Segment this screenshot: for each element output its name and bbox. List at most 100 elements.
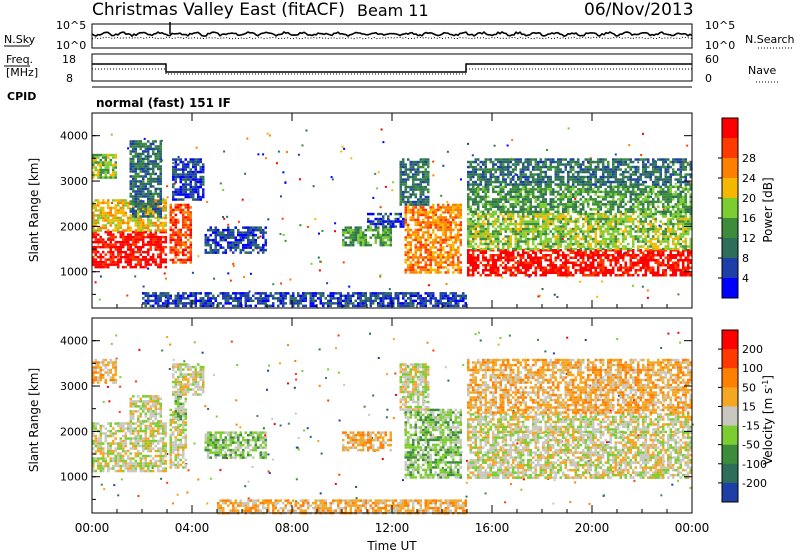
echo-cell (142, 238, 145, 241)
echo-cell (612, 227, 615, 231)
echo-cell (177, 231, 180, 234)
echo-cell (139, 145, 142, 148)
echo-cell (227, 246, 230, 249)
echo-cell (277, 304, 280, 308)
echo-cell (669, 220, 672, 223)
echo-cell (479, 188, 482, 191)
echo-cell (649, 269, 652, 272)
echo-cell (547, 220, 550, 223)
echo-cell (449, 226, 452, 229)
echo-cell (577, 249, 580, 252)
echo-cell (189, 294, 192, 298)
echo-cell (207, 294, 210, 298)
echo-cell (134, 229, 137, 232)
echo-cell (302, 294, 305, 298)
echo-cell (397, 304, 400, 308)
echo-cell (627, 188, 630, 191)
echo-cell (612, 217, 615, 221)
echo-cell (97, 216, 100, 220)
echo-cell (549, 266, 552, 269)
echo-cell (664, 247, 667, 251)
echo-cell (114, 216, 117, 220)
scatter-pixel (259, 235, 262, 238)
echo-cell (174, 173, 177, 176)
echo-cell (687, 261, 690, 264)
echo-cell (184, 218, 187, 222)
echo-cell (129, 200, 132, 203)
echo-cell (342, 243, 345, 247)
echo-cell (174, 168, 177, 171)
echo-cell (247, 241, 250, 244)
echo-cell (169, 221, 172, 224)
echo-cell (447, 238, 450, 242)
echo-cell (157, 180, 160, 183)
echo-cell (502, 190, 505, 194)
echo-cell (592, 217, 595, 221)
echo-cell (174, 241, 177, 244)
echo-cell (164, 209, 167, 212)
echo-cell (539, 249, 542, 252)
echo-cell (547, 245, 550, 248)
nave-label: Nave (748, 64, 776, 77)
echo-cell (137, 221, 140, 225)
echo-cell (599, 185, 602, 189)
echo-cell (484, 217, 487, 221)
echo-cell (389, 236, 392, 239)
echo-cell (509, 240, 512, 243)
echo-cell (382, 241, 385, 244)
echo-cell (149, 192, 152, 196)
echo-cell (139, 235, 142, 239)
echo-cell (579, 251, 582, 254)
echo-cell (154, 190, 157, 193)
echo-cell (244, 297, 247, 300)
echo-cell (137, 192, 140, 196)
echo-cell (604, 251, 607, 254)
echo-cell (149, 255, 152, 259)
scatter-pixel (444, 211, 447, 214)
echo-cell (594, 235, 597, 238)
echo-cell (404, 218, 407, 222)
echo-cell (92, 226, 95, 230)
echo-cell (154, 145, 157, 148)
echo-cell (429, 299, 432, 303)
echo-cell (237, 299, 240, 303)
echo-cell (94, 238, 97, 241)
echo-cell (364, 236, 367, 239)
echo-cell (97, 163, 100, 167)
echo-cell (134, 265, 137, 269)
echo-cell (482, 264, 485, 267)
echo-cell (544, 266, 547, 269)
echo-cell (179, 173, 182, 176)
echo-cell (92, 245, 95, 249)
echo-cell (504, 264, 507, 267)
echo-cell (459, 223, 462, 227)
echo-cell (439, 216, 442, 219)
echo-cell (457, 268, 460, 272)
echo-cell (449, 297, 452, 300)
echo-cell (419, 158, 422, 161)
echo-cell (689, 274, 692, 277)
echo-cell (159, 167, 162, 171)
echo-cell (582, 230, 585, 233)
echo-cell (182, 188, 185, 191)
echo-cell (439, 266, 442, 269)
echo-cell (469, 240, 472, 243)
echo-cell (459, 294, 462, 298)
echo-cell (154, 235, 157, 239)
echo-cell (504, 259, 507, 262)
echo-cell (439, 228, 442, 232)
echo-cell (137, 145, 140, 148)
echo-cell (142, 210, 145, 213)
echo-cell (522, 264, 525, 267)
echo-cell (157, 145, 160, 148)
echo-cell (109, 233, 112, 236)
echo-cell (102, 255, 105, 259)
echo-cell (152, 240, 155, 244)
echo-cell (544, 225, 547, 228)
echo-cell (129, 216, 132, 220)
echo-cell (587, 266, 590, 269)
echo-cell (337, 304, 340, 308)
echo-cell (452, 299, 455, 303)
echo-cell (182, 185, 185, 189)
echo-cell (549, 230, 552, 233)
